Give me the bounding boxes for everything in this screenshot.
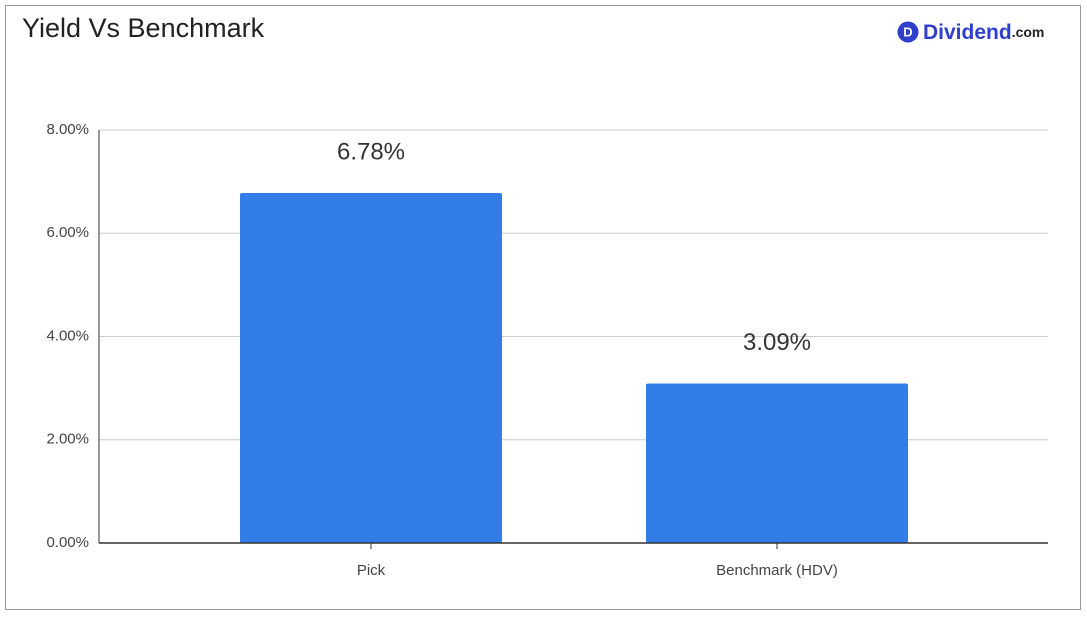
data-label: 6.78%: [337, 138, 405, 165]
frame: [5, 5, 1081, 610]
logo-name: Dividend.com: [923, 21, 1044, 44]
logo-icon: D: [903, 24, 912, 39]
data-label: 3.09%: [743, 329, 811, 356]
chart-title: Yield Vs Benchmark: [22, 13, 265, 43]
logo: D Dividend.com: [897, 21, 1044, 44]
y-tick-label: 4.00%: [46, 327, 89, 344]
y-tick-label: 6.00%: [46, 224, 89, 241]
x-tick-label: Benchmark (HDV): [716, 562, 838, 579]
bar: [646, 383, 908, 543]
y-tick-label: 0.00%: [46, 534, 89, 551]
logo-suffix: .com: [1012, 24, 1045, 40]
y-tick-label: 2.00%: [46, 431, 89, 448]
y-tick-label: 8.00%: [46, 121, 89, 138]
logo-name-main: Dividend: [923, 21, 1012, 44]
logo-badge: [897, 21, 919, 43]
x-tick-label: Pick: [357, 562, 386, 579]
bar: [240, 192, 502, 544]
